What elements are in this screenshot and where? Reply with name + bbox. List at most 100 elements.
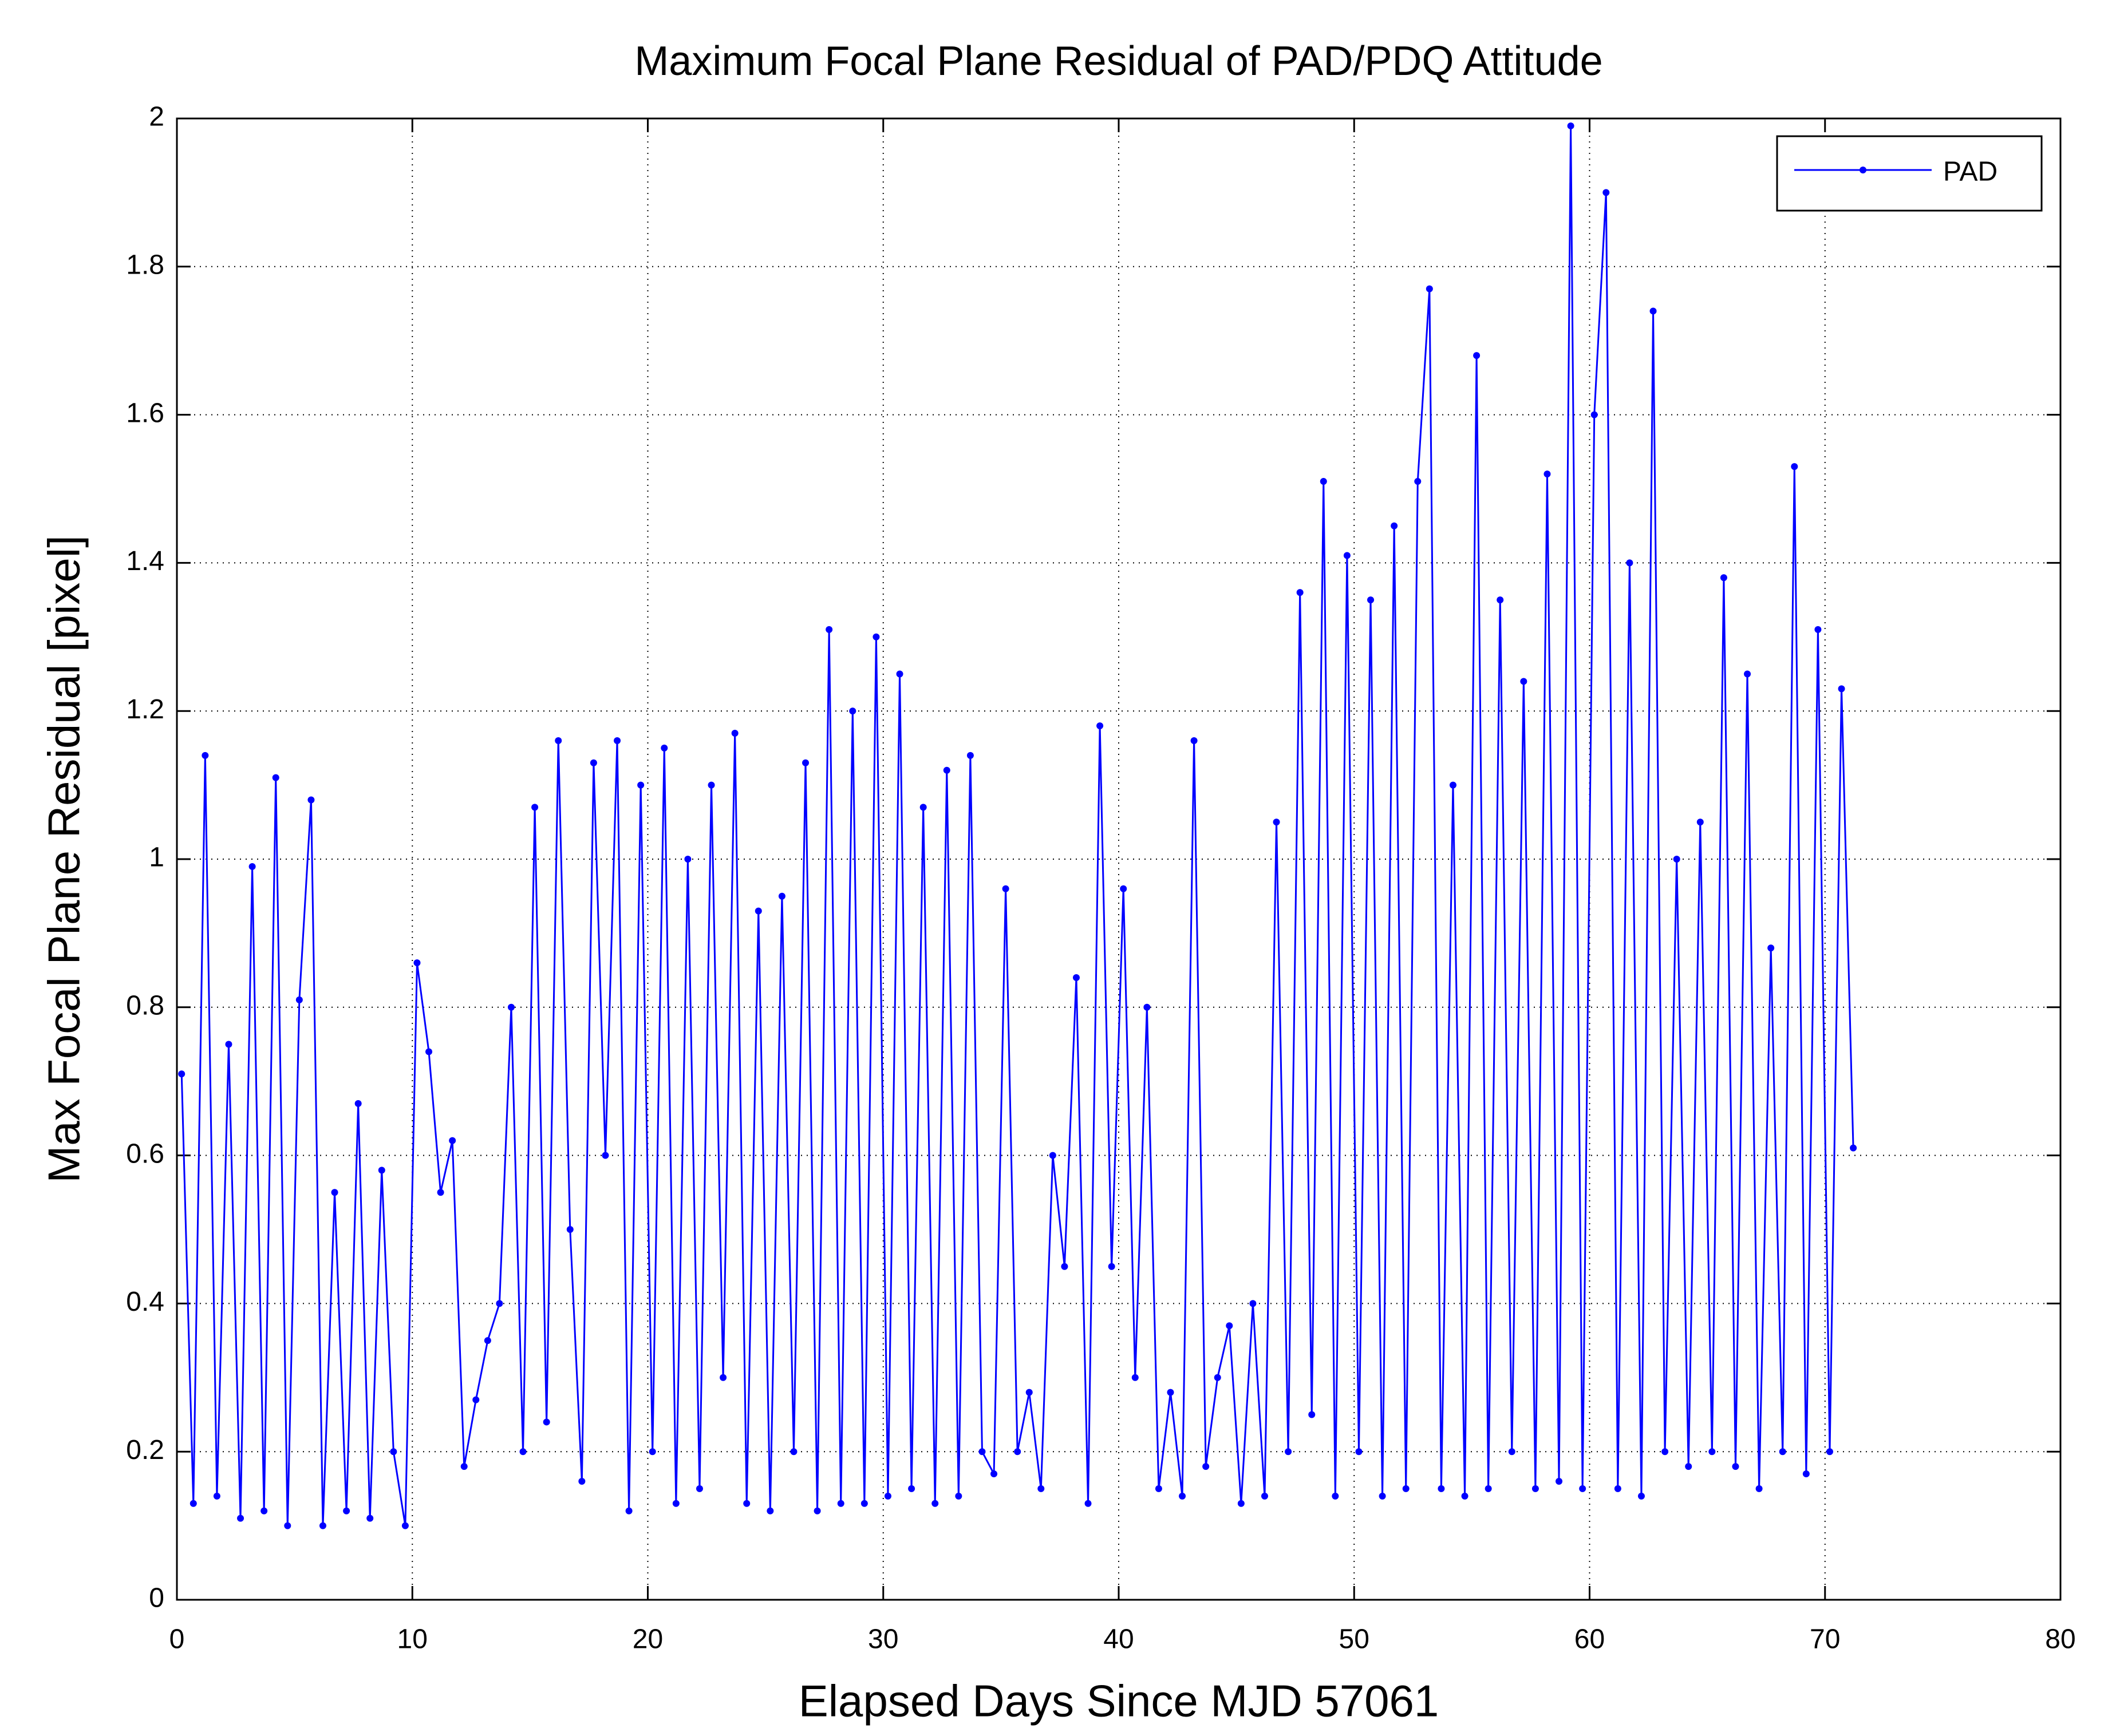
data-point bbox=[1497, 596, 1504, 604]
data-point bbox=[1732, 1463, 1739, 1470]
data-point bbox=[1556, 1477, 1563, 1485]
data-point bbox=[1637, 1492, 1645, 1500]
data-point bbox=[649, 1448, 656, 1456]
data-point bbox=[966, 752, 974, 759]
data-point bbox=[425, 1048, 433, 1055]
data-point bbox=[1084, 1500, 1092, 1507]
data-point bbox=[731, 730, 739, 737]
y-tick-label: 1.6 bbox=[126, 398, 164, 428]
data-point bbox=[1049, 1152, 1056, 1159]
data-point bbox=[908, 1485, 915, 1492]
y-tick-label: 1 bbox=[149, 843, 164, 873]
data-point bbox=[1508, 1448, 1515, 1456]
data-point bbox=[755, 907, 762, 915]
data-point bbox=[213, 1492, 220, 1500]
data-point bbox=[1426, 285, 1433, 292]
data-point bbox=[401, 1522, 409, 1529]
data-point bbox=[484, 1337, 491, 1344]
data-point bbox=[1802, 1470, 1810, 1478]
data-point bbox=[284, 1522, 291, 1529]
plot-frame bbox=[176, 117, 2062, 1601]
data-point bbox=[190, 1500, 197, 1507]
data-point bbox=[1602, 189, 1610, 196]
data-point bbox=[614, 737, 621, 744]
data-point bbox=[849, 707, 856, 715]
data-point bbox=[1014, 1448, 1021, 1456]
data-point bbox=[1108, 1263, 1115, 1270]
data-point bbox=[896, 670, 903, 678]
data-point bbox=[931, 1500, 939, 1507]
x-tick-label: 70 bbox=[1810, 1624, 1840, 1655]
data-point bbox=[1767, 944, 1775, 952]
data-point bbox=[272, 774, 279, 781]
data-point bbox=[1449, 781, 1456, 789]
data-point bbox=[449, 1137, 456, 1144]
y-tick-label: 1.2 bbox=[126, 694, 164, 725]
data-point bbox=[413, 959, 421, 967]
data-point bbox=[1002, 885, 1009, 892]
data-point bbox=[1673, 856, 1680, 863]
chart-title: Maximum Focal Plane Residual of PAD/PDQ … bbox=[634, 38, 1602, 84]
data-point bbox=[943, 766, 950, 774]
data-point bbox=[237, 1514, 244, 1522]
y-tick-label: 0.2 bbox=[126, 1435, 164, 1465]
data-point bbox=[767, 1507, 774, 1514]
data-point bbox=[1179, 1492, 1186, 1500]
data-point bbox=[1567, 122, 1574, 129]
data-point bbox=[1061, 1263, 1068, 1270]
data-point bbox=[602, 1152, 609, 1159]
data-point bbox=[1485, 1485, 1492, 1492]
data-point bbox=[1402, 1485, 1410, 1492]
data-point bbox=[354, 1100, 362, 1108]
data-point bbox=[590, 759, 597, 766]
data-point bbox=[295, 996, 303, 1003]
data-point bbox=[1461, 1492, 1468, 1500]
data-point bbox=[1131, 1374, 1139, 1381]
data-point bbox=[1826, 1448, 1833, 1456]
data-point bbox=[248, 863, 256, 870]
data-point bbox=[860, 1500, 868, 1507]
y-tick-label: 2 bbox=[149, 102, 164, 132]
data-point bbox=[1237, 1500, 1245, 1507]
data-point bbox=[578, 1477, 586, 1485]
data-point bbox=[1614, 1485, 1621, 1492]
data-point bbox=[1167, 1389, 1174, 1396]
data-point bbox=[625, 1507, 633, 1514]
data-point bbox=[260, 1507, 268, 1514]
data-point bbox=[555, 737, 562, 744]
data-point bbox=[507, 1003, 515, 1011]
y-tick-label: 1.8 bbox=[126, 250, 164, 280]
data-point bbox=[743, 1500, 751, 1507]
data-point bbox=[990, 1470, 998, 1478]
data-point bbox=[460, 1463, 468, 1470]
data-point bbox=[1438, 1485, 1445, 1492]
data-point bbox=[1708, 1448, 1716, 1456]
data-point bbox=[826, 626, 833, 633]
data-point bbox=[1355, 1448, 1363, 1456]
data-point bbox=[1838, 685, 1845, 693]
data-point bbox=[390, 1448, 397, 1456]
data-point bbox=[1226, 1322, 1233, 1330]
data-point bbox=[519, 1448, 527, 1456]
x-axis-label: Elapsed Days Since MJD 57061 bbox=[799, 1676, 1439, 1726]
data-point bbox=[1791, 463, 1798, 470]
data-point bbox=[1814, 626, 1822, 633]
data-point bbox=[496, 1300, 503, 1307]
data-point bbox=[531, 804, 539, 811]
data-point bbox=[1391, 522, 1398, 529]
data-point bbox=[1308, 1411, 1316, 1418]
data-point bbox=[1520, 678, 1527, 685]
data-point bbox=[814, 1507, 821, 1514]
legend-box bbox=[1776, 135, 2043, 212]
x-tick-label: 20 bbox=[633, 1624, 663, 1655]
data-point bbox=[307, 796, 315, 804]
data-point bbox=[778, 892, 785, 900]
data-point bbox=[1626, 559, 1633, 567]
data-point bbox=[1579, 1485, 1586, 1492]
data-point bbox=[1025, 1389, 1033, 1396]
data-point bbox=[1649, 307, 1657, 315]
data-point bbox=[1214, 1374, 1221, 1381]
data-point bbox=[1744, 670, 1751, 678]
x-tick-label: 0 bbox=[169, 1624, 185, 1655]
